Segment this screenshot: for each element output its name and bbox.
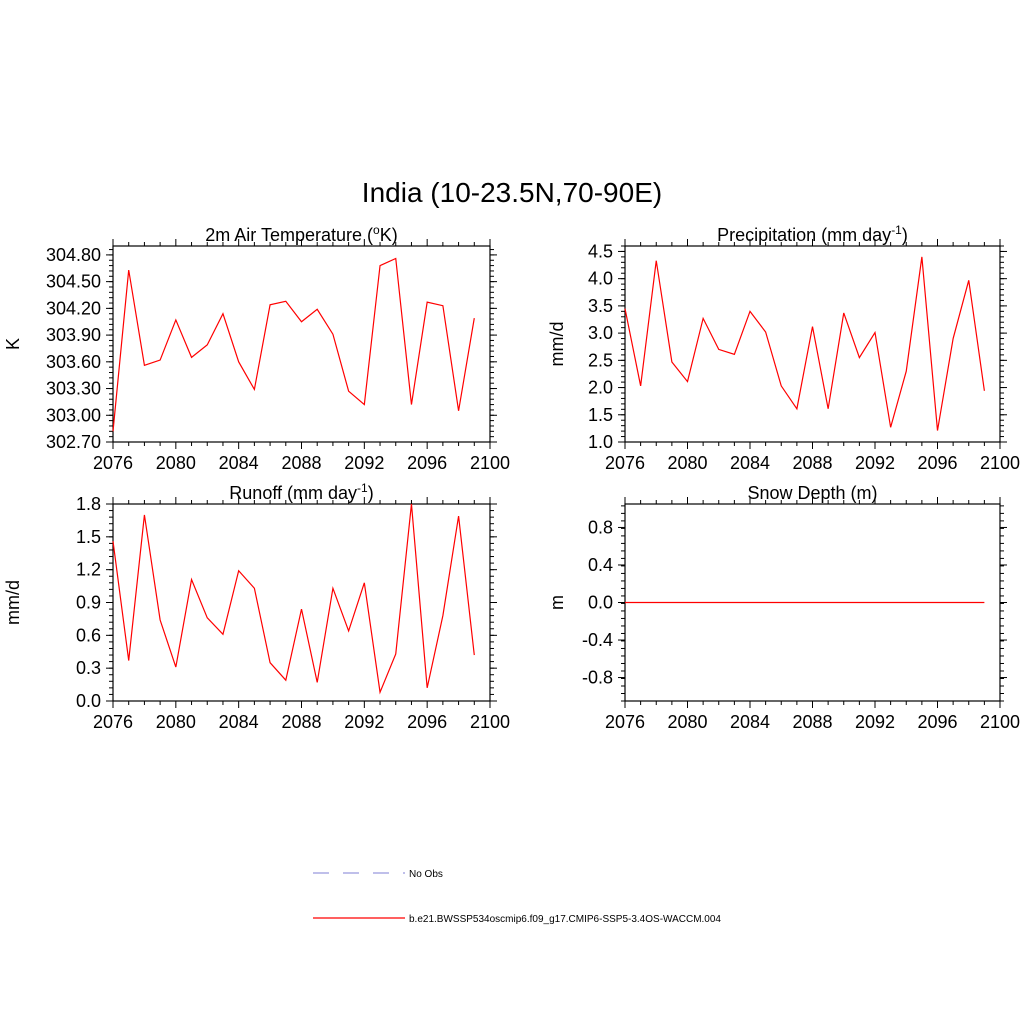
y-tick-label: 303.60: [46, 352, 101, 372]
x-tick-label: 2088: [281, 712, 321, 732]
y-axis-label: mm/d: [547, 322, 567, 367]
y-tick-label: -0.4: [582, 630, 613, 650]
x-tick-label: 2092: [344, 453, 384, 473]
x-tick-label: 2096: [407, 712, 447, 732]
x-tick-label: 2080: [667, 453, 707, 473]
panel-title-main: Runoff (mm day: [229, 483, 357, 503]
y-tick-label: 303.30: [46, 379, 101, 399]
panel-title-superscript: o: [373, 223, 380, 237]
y-tick-label: 303.90: [46, 325, 101, 345]
y-tick-label: 1.2: [76, 560, 101, 580]
x-tick-label: 2088: [792, 712, 832, 732]
legend: No Obs b.e21.BWSSP534oscmip6.f09_g17.CMIP…: [313, 869, 721, 925]
x-tick-label: 2100: [980, 712, 1020, 732]
chart-panel-2: Precipitation (mm day-1) mm/d 2076 2080 2084…: [547, 223, 1020, 473]
y-tick-label: 0.3: [76, 658, 101, 678]
y-tick-label: 302.70: [46, 432, 101, 452]
y-tick-label: 1.8: [76, 494, 101, 514]
x-tick-label: 2084: [730, 453, 770, 473]
x-tick-label: 2080: [667, 712, 707, 732]
x-tick-label: 2084: [219, 453, 259, 473]
y-tick-label: 304.50: [46, 272, 101, 292]
legend-label: No Obs: [409, 869, 443, 880]
panel-title-tail: ): [368, 483, 374, 503]
y-tick-label: 1.5: [588, 405, 613, 425]
legend-label: b.e21.BWSSP534oscmip6.f09_g17.CMIP6-SSP5…: [409, 914, 721, 925]
series-line: [112, 503, 475, 695]
x-tick-label: 2076: [605, 712, 645, 732]
panel-title-superscript: -1: [891, 223, 902, 237]
y-tick-label: -0.8: [582, 668, 613, 688]
x-tick-label: 2096: [917, 712, 957, 732]
panel-title-tail: K): [380, 225, 398, 245]
panel-title-main: Snow Depth (m): [747, 483, 877, 503]
y-axis-label: K: [3, 338, 23, 350]
y-tick-label: 4.0: [588, 269, 613, 289]
panel-title-tail: ): [902, 225, 908, 245]
x-tick-label: 2084: [730, 712, 770, 732]
x-tick-label: 2084: [219, 712, 259, 732]
panel-title: Precipitation (mm day-1): [717, 223, 908, 245]
chart-panel-4: Snow Depth (m) m 2076 2080 2084 2088 2092 2096 2…: [547, 483, 1020, 732]
x-tick-label: 2088: [792, 453, 832, 473]
figure-title: India (10-23.5N,70-90E): [362, 177, 662, 208]
y-tick-label: 0.6: [76, 625, 101, 645]
chart-panels: 2m Air Temperature (oK) K 2076 2080 2084 2088…: [3, 223, 1020, 732]
x-tick-label: 2092: [855, 712, 895, 732]
y-tick-label: 303.00: [46, 405, 101, 425]
x-tick-label: 2100: [470, 453, 510, 473]
y-tick-label: 3.0: [588, 323, 613, 343]
panel-title-superscript: -1: [357, 481, 368, 495]
y-tick-label: 4.5: [588, 241, 613, 261]
y-tick-label: 304.20: [46, 298, 101, 318]
y-tick-label: 304.80: [46, 245, 101, 265]
panel-title-main: Precipitation (mm day: [717, 225, 891, 245]
x-tick-label: 2100: [470, 712, 510, 732]
y-tick-label: 0.9: [76, 593, 101, 613]
x-tick-label: 2076: [93, 453, 133, 473]
panel-title-main: 2m Air Temperature (: [205, 225, 373, 245]
y-tick-label: 2.0: [588, 378, 613, 398]
y-tick-label: 2.5: [588, 350, 613, 370]
y-tick-label: 1.5: [76, 527, 101, 547]
y-axis-label: mm/d: [3, 580, 23, 625]
x-tick-label: 2096: [407, 453, 447, 473]
x-tick-label: 2088: [281, 453, 321, 473]
y-axis-label: m: [547, 595, 567, 610]
y-tick-label: 3.5: [588, 296, 613, 316]
x-tick-label: 2076: [93, 712, 133, 732]
y-tick-label: 0.4: [588, 555, 613, 575]
series-line: [112, 257, 475, 432]
series-line: [624, 256, 985, 431]
x-tick-label: 2080: [156, 712, 196, 732]
x-tick-label: 2096: [917, 453, 957, 473]
y-tick-label: 0.0: [588, 593, 613, 613]
x-tick-label: 2092: [344, 712, 384, 732]
panel-title: 2m Air Temperature (oK): [205, 223, 397, 245]
x-tick-label: 2076: [605, 453, 645, 473]
chart-panel-3: Runoff (mm day-1) mm/d 2076 2080 2084 2088 209…: [3, 481, 510, 732]
y-tick-label: 0.0: [76, 691, 101, 711]
x-tick-label: 2100: [980, 453, 1020, 473]
x-tick-label: 2092: [855, 453, 895, 473]
panel-title: Runoff (mm day-1): [229, 481, 373, 503]
chart-panel-1: 2m Air Temperature (oK) K 2076 2080 2084 2088…: [3, 223, 510, 473]
panel-title: Snow Depth (m): [747, 483, 877, 503]
x-tick-label: 2080: [156, 453, 196, 473]
y-tick-label: 0.8: [588, 517, 613, 537]
y-tick-label: 1.0: [588, 432, 613, 452]
